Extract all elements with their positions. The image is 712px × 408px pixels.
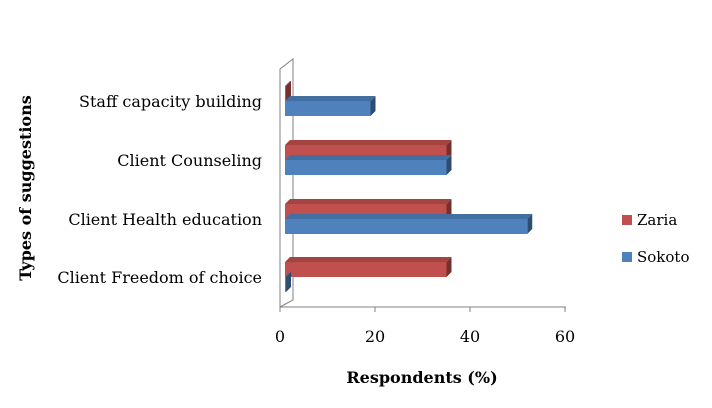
x-axis-title: Respondents (%) xyxy=(346,368,497,387)
bar-sokoto-3 xyxy=(285,96,376,116)
category-label: Client Health education xyxy=(68,210,262,229)
x-tick-label: 20 xyxy=(365,327,385,346)
x-axis-ticks xyxy=(279,307,566,312)
bars-group xyxy=(285,81,533,292)
category-label: Client Counseling xyxy=(117,151,262,170)
x-tick-label: 0 xyxy=(275,327,285,346)
bar-sokoto-2 xyxy=(285,155,452,175)
legend-swatch-zaria xyxy=(622,215,632,225)
legend: Zaria Sokoto xyxy=(622,211,690,266)
legend-label-sokoto: Sokoto xyxy=(637,248,690,266)
category-label: Client Freedom of choice xyxy=(57,268,262,287)
bar-sokoto-0 xyxy=(285,272,291,292)
bar-sokoto-1 xyxy=(285,214,533,234)
legend-label-zaria: Zaria xyxy=(637,211,677,229)
x-tick-label: 40 xyxy=(460,327,480,346)
x-tick-label: 60 xyxy=(555,327,575,346)
x-tick-labels: 0 20 40 60 xyxy=(275,327,575,346)
bar-zaria-0 xyxy=(285,257,452,277)
bar-zaria-3 xyxy=(285,81,291,101)
y-axis-title: Types of suggestions xyxy=(16,95,35,281)
chart-back-wall xyxy=(279,57,294,308)
legend-swatch-sokoto xyxy=(622,252,632,262)
category-labels: Client Freedom of choice Client Health ed… xyxy=(57,92,262,287)
category-label: Staff capacity building xyxy=(79,92,262,111)
